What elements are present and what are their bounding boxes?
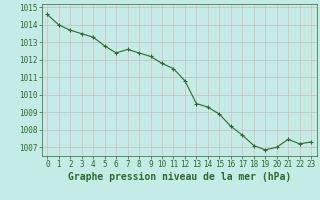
X-axis label: Graphe pression niveau de la mer (hPa): Graphe pression niveau de la mer (hPa) [68,172,291,182]
